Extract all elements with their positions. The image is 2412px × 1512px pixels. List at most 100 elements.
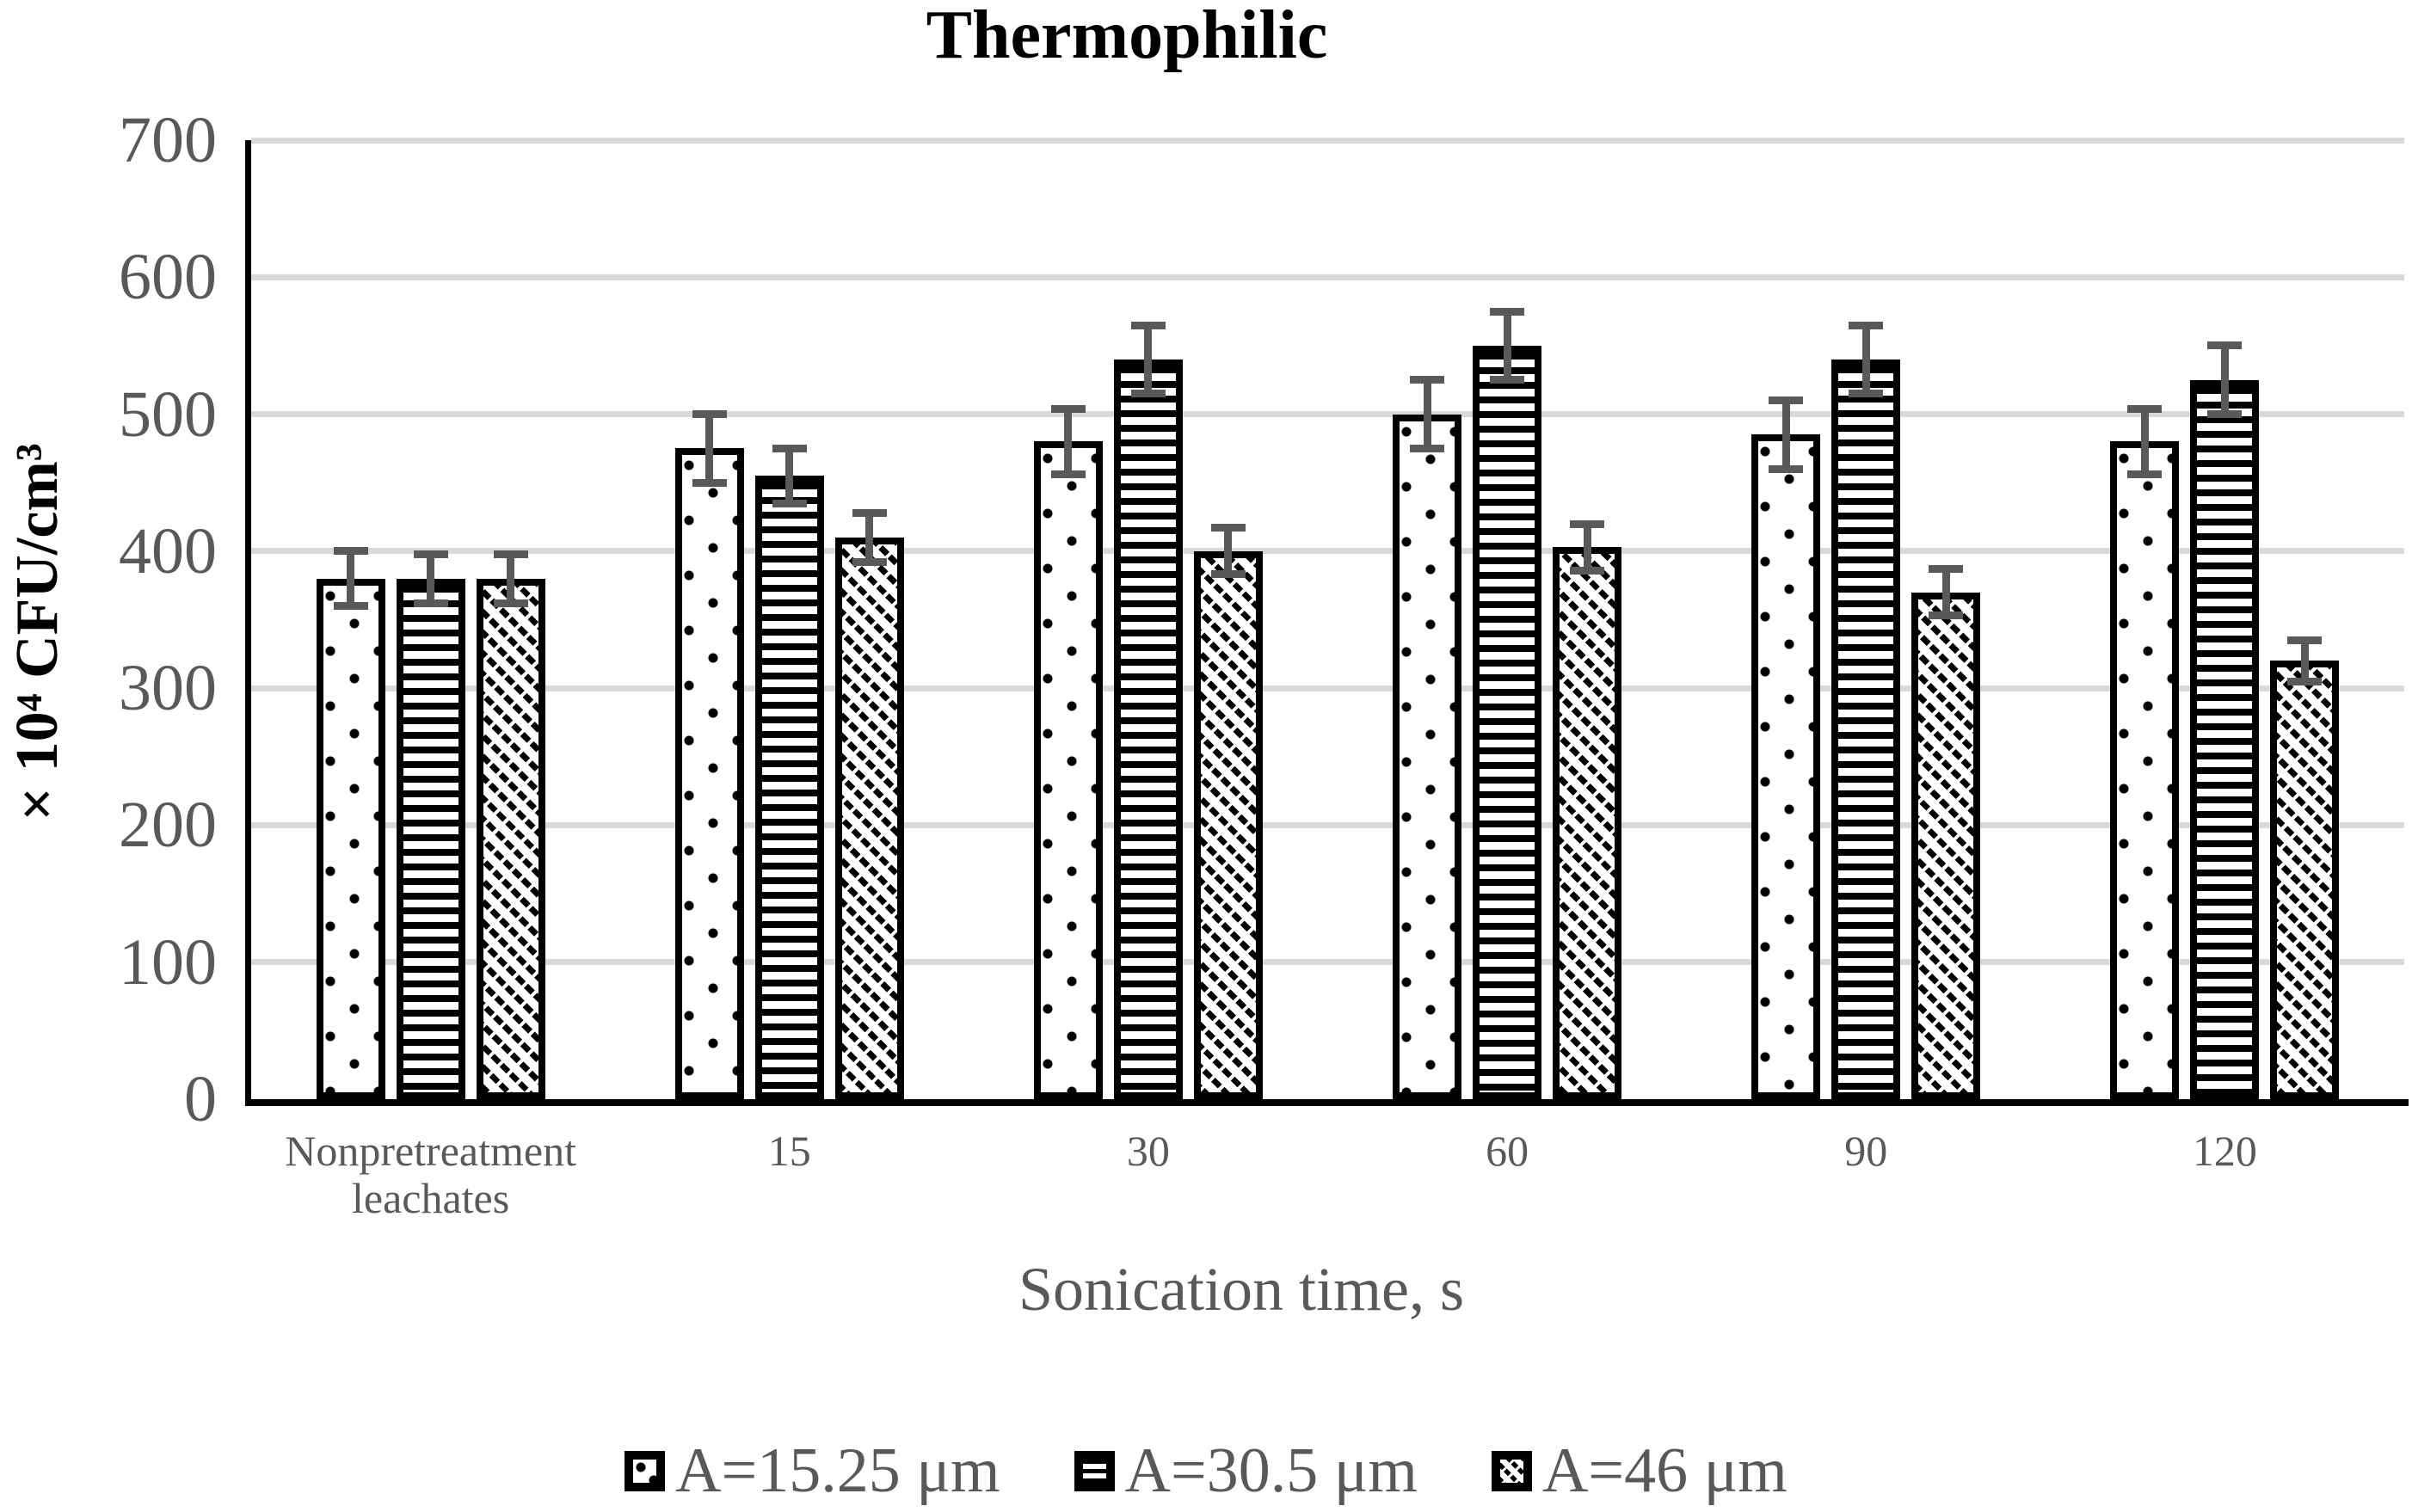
error-bar-cap: [1849, 390, 1884, 398]
error-bar-cap: [2207, 341, 2243, 350]
x-axis-title: Sonication time, s: [1018, 1255, 1464, 1324]
gridline: [251, 685, 2404, 691]
error-bar-cap: [1210, 524, 1246, 532]
error-bar-cap: [413, 599, 448, 607]
error-bar-cap: [692, 410, 727, 419]
error-bar: [2220, 345, 2229, 415]
error-bar: [785, 448, 794, 504]
error-bar-cap: [2287, 636, 2323, 644]
bar: [1553, 547, 1622, 1099]
bar: [396, 578, 465, 1099]
error-bar: [2140, 409, 2149, 475]
x-tick-label: 120: [2192, 1127, 2257, 1175]
legend-label: A=30.5 μm: [1124, 1435, 1418, 1506]
error-bar-cap: [333, 602, 368, 611]
bar: [1473, 345, 1542, 1099]
error-bar-cap: [1769, 396, 1804, 405]
bar: [754, 476, 824, 1099]
bar: [316, 578, 385, 1099]
error-bar-cap: [1130, 390, 1166, 398]
error-bar: [2300, 640, 2309, 682]
bar: [1393, 414, 1462, 1099]
error-bar-cap: [1490, 307, 1525, 316]
gridline: [251, 821, 2404, 828]
legend-label: A=15.25 μm: [675, 1435, 1000, 1506]
gridline: [251, 274, 2404, 280]
error-bar: [865, 513, 874, 562]
legend-swatch-dots-icon: [625, 1451, 666, 1491]
error-bar: [507, 554, 515, 604]
y-tick-label: 300: [119, 652, 217, 725]
x-tick-label: 15: [767, 1127, 811, 1175]
error-bar-cap: [1769, 464, 1804, 473]
error-bar: [1224, 527, 1233, 575]
bar: [1033, 441, 1103, 1099]
legend-item: A=30.5 μm: [1074, 1435, 1418, 1508]
error-bar: [1941, 569, 1950, 616]
y-tick-label: 400: [119, 514, 217, 587]
x-tick-label: Nonpretreatment leachates: [285, 1127, 576, 1222]
bar: [2110, 441, 2180, 1099]
error-bar-cap: [1130, 321, 1166, 329]
bar: [2190, 379, 2260, 1099]
error-bar-cap: [852, 558, 887, 567]
error-bar-cap: [493, 550, 528, 558]
error-bar: [1144, 325, 1153, 394]
error-bar-cap: [1050, 470, 1086, 479]
error-bar: [347, 550, 355, 606]
error-bar-cap: [1929, 565, 1964, 574]
y-tick-label: 200: [119, 789, 217, 862]
bar: [1193, 550, 1263, 1099]
chart-title: Thermophilic: [926, 0, 1328, 73]
error-bar-cap: [1210, 570, 1246, 579]
error-bar-cap: [2207, 410, 2243, 419]
x-tick-label: 60: [1486, 1127, 1529, 1175]
error-bar: [1064, 409, 1073, 475]
legend-swatch-hlines-icon: [1074, 1451, 1115, 1491]
y-tick-label: 700: [119, 104, 217, 176]
x-tick-label: 90: [1844, 1127, 1888, 1175]
bar: [834, 537, 904, 1099]
error-bar-cap: [772, 499, 807, 507]
y-tick-label: 600: [119, 241, 217, 314]
bar: [1751, 434, 1821, 1099]
bar: [1831, 359, 1901, 1099]
y-tick-label: 100: [119, 925, 217, 999]
error-bar: [427, 554, 435, 604]
error-bar-cap: [1849, 321, 1884, 329]
gridline: [251, 137, 2404, 144]
error-bar-cap: [2127, 470, 2163, 479]
error-bar: [1781, 400, 1790, 470]
bar: [2270, 661, 2340, 1099]
error-bar-cap: [493, 599, 528, 607]
bar: [1113, 359, 1183, 1099]
error-bar-cap: [1410, 376, 1445, 384]
error-bar-cap: [2127, 404, 2163, 413]
plot-area: 0 100 200 300 400 500 600 700 Nonpretreatment le…: [119, 108, 2409, 1222]
x-tick-label: 30: [1126, 1127, 1170, 1175]
gridline: [251, 959, 2404, 966]
error-bar-cap: [1410, 444, 1445, 452]
legend-label: A=46 μm: [1541, 1435, 1787, 1506]
y-tick-label: 0: [184, 1063, 217, 1135]
y-axis-line: [245, 140, 251, 1106]
legend-item: A=46 μm: [1491, 1435, 1787, 1508]
legend: A=15.25 μm A=30.5 μm A=46 μm: [0, 1435, 2412, 1508]
error-bar-cap: [1050, 404, 1086, 413]
error-bar: [705, 414, 714, 483]
bar: [1911, 592, 1981, 1099]
error-bar-cap: [692, 478, 727, 487]
error-bar: [1503, 311, 1511, 380]
error-bar-cap: [1570, 519, 1605, 528]
y-tick-label: 500: [119, 378, 217, 451]
error-bar-cap: [413, 550, 448, 558]
legend-swatch-diag-icon: [1491, 1451, 1532, 1491]
gridline: [251, 411, 2404, 418]
x-axis-line: [245, 1099, 2409, 1106]
error-bar: [1861, 325, 1870, 394]
y-axis-label: × 10⁴ CFU/cm³: [4, 443, 71, 821]
error-bar-cap: [2287, 677, 2323, 685]
error-bar: [1423, 379, 1431, 449]
error-bar-cap: [333, 547, 368, 556]
